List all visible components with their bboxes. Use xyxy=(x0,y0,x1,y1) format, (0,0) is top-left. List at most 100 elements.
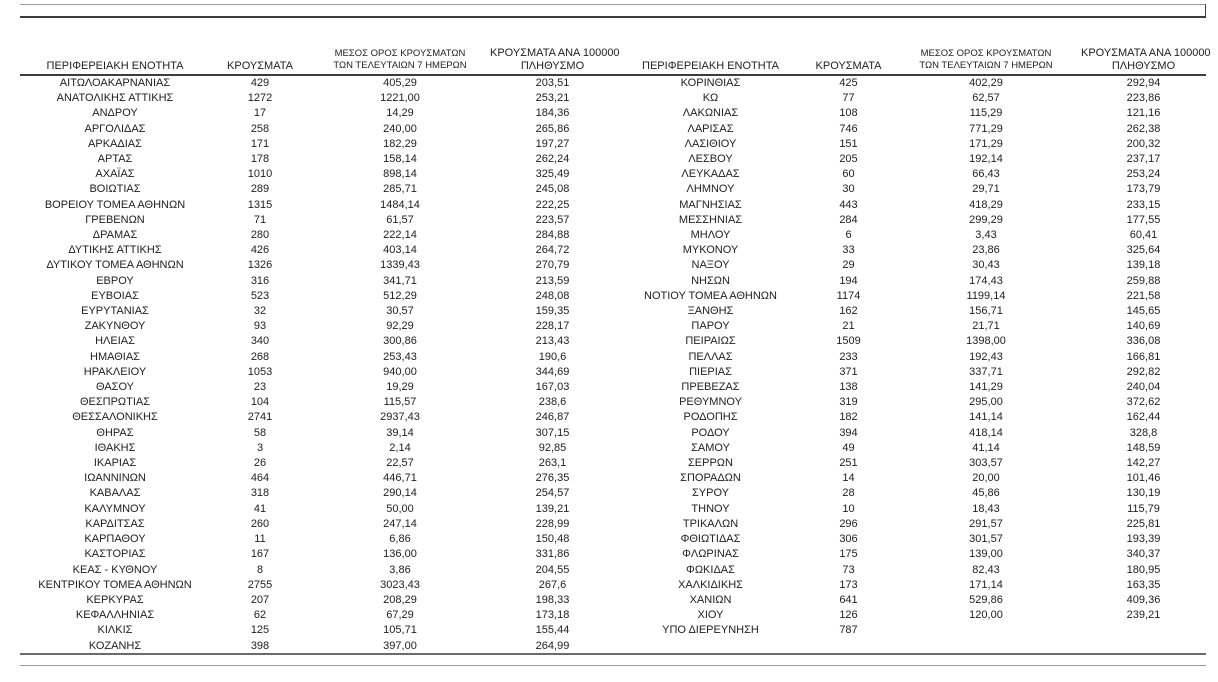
cases-cell: 289 xyxy=(250,183,270,196)
cases-cell: 1326 xyxy=(247,259,273,272)
region-cell: ΚΕΑΣ - ΚΥΘΝΟΥ xyxy=(72,563,158,576)
per100k-cell xyxy=(1081,639,1206,654)
avg7-cell: 529,86 xyxy=(969,593,1003,606)
avg7-cell: 301,57 xyxy=(969,533,1003,546)
region-cell: ΚΕΡΚΥΡΑΣ xyxy=(86,593,144,606)
table-row: ΙΘΑΚΗΣ 3 2,14 92,85 ΣΑΜΟΥ 49 41,14 148,59 xyxy=(20,441,1206,456)
per100k-cell: 254,57 xyxy=(535,487,570,500)
cases-cell: 258 xyxy=(250,122,270,135)
region-cell: ΚΩ xyxy=(702,92,719,105)
per100k-cell: 173,18 xyxy=(535,609,570,622)
table-row: ΑΡΚΑΔΙΑΣ 171 182,29 197,27 ΛΑΣΙΘΙΟΥ 151 171,29… xyxy=(20,137,1206,152)
region-cell: ΒΟΡΕΙΟΥ ΤΟΜΕΑ ΑΘΗΝΩΝ xyxy=(44,198,186,211)
avg7-cell: 291,57 xyxy=(969,517,1003,530)
cases-cell: 151 xyxy=(839,137,858,150)
table-row: ΘΕΣΣΑΛΟΝΙΚΗΣ 2741 2937,43 246,87 ΡΟΔΟΠΗΣ 182 1… xyxy=(20,410,1206,425)
avg7-cell: 512,29 xyxy=(383,289,417,302)
avg7-cell: 41,14 xyxy=(972,441,1000,454)
table-row: ΘΑΣΟΥ 23 19,29 167,03 ΠΡΕΒΕΖΑΣ 138 141,29 240,0… xyxy=(20,380,1206,395)
avg7-cell: 299,29 xyxy=(969,213,1003,226)
cases-cell: 233 xyxy=(839,350,858,363)
avg7-cell: 405,29 xyxy=(383,77,417,89)
cases-cell: 17 xyxy=(253,107,267,120)
header-avg7-line2: ΤΩΝ ΤΕΛΕΥΤΑΙΩΝ 7 ΗΜΕΡΩΝ xyxy=(333,60,467,71)
per100k-cell: 140,69 xyxy=(1126,320,1161,333)
avg7-cell: 295,00 xyxy=(969,396,1003,409)
per100k-cell: 253,24 xyxy=(1126,168,1161,181)
table-row: ΚΙΛΚΙΣ 125 105,71 155,44 ΥΠΟ ΔΙΕΡΕΥΝΗΣΗ 787 xyxy=(20,623,1206,638)
cases-cell: 10 xyxy=(842,502,855,515)
top-right-corner-tick xyxy=(1205,4,1206,18)
region-cell: ΘΗΡΑΣ xyxy=(96,426,134,439)
avg7-cell: 300,86 xyxy=(383,335,417,348)
cases-cell: 125 xyxy=(250,624,270,637)
per100k-cell: 253,21 xyxy=(535,92,570,105)
avg7-cell: 29,71 xyxy=(972,183,1000,196)
region-cell: ΓΡΕΒΕΝΩΝ xyxy=(85,213,145,226)
per100k-cell: 264,72 xyxy=(535,244,570,257)
table-row: ΙΚΑΡΙΑΣ 26 22,57 263,1 ΣΕΡΡΩΝ 251 303,57 142,27 xyxy=(20,456,1206,471)
cases-cell: 167 xyxy=(250,548,270,561)
cases-cell: 371 xyxy=(839,365,858,378)
table-row: ΔΥΤΙΚΗΣ ΑΤΤΙΚΗΣ 426 403,14 264,72 ΜΥΚΟΝΟΥ 33 2… xyxy=(20,243,1206,258)
avg7-cell: 3023,43 xyxy=(380,578,420,591)
avg7-cell: 940,00 xyxy=(383,365,417,378)
header-avg7-line1: ΜΕΣΟΣ ΟΡΟΣ ΚΡΟΥΣΜΑΤΩΝ xyxy=(920,48,1052,59)
per100k-cell: 166,81 xyxy=(1126,350,1161,363)
region-cell: ΔΥΤΙΚΟΥ ΤΟΜΕΑ ΑΘΗΝΩΝ xyxy=(46,259,184,272)
region-cell: ΛΑΡΙΣΑΣ xyxy=(687,122,734,135)
cases-cell: 32 xyxy=(253,305,267,318)
cases-cell: 340 xyxy=(250,335,270,348)
avg7-cell: 285,71 xyxy=(383,183,417,196)
cases-cell: 464 xyxy=(250,472,270,485)
avg7-cell: 1398,00 xyxy=(966,335,1006,348)
avg7-cell: 39,14 xyxy=(386,426,414,439)
table-row: ΔΥΤΙΚΟΥ ΤΟΜΕΑ ΑΘΗΝΩΝ 1326 1339,43 270,79 ΝΑΞ… xyxy=(20,258,1206,273)
avg7-cell: 418,29 xyxy=(969,198,1003,211)
per100k-cell: 259,88 xyxy=(1126,274,1161,287)
table-row: ΘΕΣΠΡΩΤΙΑΣ 104 115,57 238,6 ΡΕΘΥΜΝΟΥ 319 295,0… xyxy=(20,395,1206,410)
per100k-cell: 245,08 xyxy=(535,183,570,196)
region-cell: ΕΥΒΟΙΑΣ xyxy=(91,289,139,302)
table-row: ΘΗΡΑΣ 58 39,14 307,15 ΡΟΔΟΥ 394 418,14 328,8 xyxy=(20,426,1206,441)
avg7-cell: 2937,43 xyxy=(380,411,420,424)
table-row: ΓΡΕΒΕΝΩΝ 71 61,57 223,57 ΜΕΣΣΗΝΙΑΣ 284 299,29 1… xyxy=(20,213,1206,228)
cases-cell: 194 xyxy=(839,274,858,287)
per100k-cell: 331,86 xyxy=(535,548,570,561)
cases-cell: 1010 xyxy=(247,168,273,181)
cases-cell: 426 xyxy=(250,244,270,257)
region-cell xyxy=(615,639,806,654)
region-cell: ΞΑΝΘΗΣ xyxy=(687,305,734,318)
avg7-cell: 141,29 xyxy=(969,381,1003,394)
cases-cell: 73 xyxy=(842,563,855,576)
per100k-cell: 233,15 xyxy=(1126,198,1161,211)
per100k-cell: 204,55 xyxy=(535,563,570,576)
region-cell: ΙΩΑΝΝΙΝΩΝ xyxy=(84,472,146,485)
avg7-cell: 1484,14 xyxy=(380,198,420,211)
cases-cell: 71 xyxy=(253,213,267,226)
per100k-cell: 344,69 xyxy=(535,365,570,378)
avg7-cell: 182,29 xyxy=(383,137,417,150)
header-avg7-line1: ΜΕΣΟΣ ΟΡΟΣ ΚΡΟΥΣΜΑΤΩΝ xyxy=(334,48,466,59)
cases-cell: 126 xyxy=(839,609,858,622)
top-rule-thin xyxy=(20,4,1206,5)
avg7-cell: 105,71 xyxy=(383,624,417,637)
region-cell: ΧΙΟΥ xyxy=(697,609,724,622)
region-cell: ΔΡΑΜΑΣ xyxy=(92,229,138,242)
region-cell: ΜΥΚΟΝΟΥ xyxy=(682,244,739,257)
per100k-cell: 180,95 xyxy=(1126,563,1161,576)
per100k-cell: 265,86 xyxy=(535,122,570,135)
cases-cell: 33 xyxy=(842,244,855,257)
table-row: ΗΡΑΚΛΕΙΟΥ 1053 940,00 344,69 ΠΙΕΡΙΑΣ 371 337,7… xyxy=(20,365,1206,380)
header-avg7-right: ΜΕΣΟΣ ΟΡΟΣ ΚΡΟΥΣΜΑΤΩΝ ΤΩΝ ΤΕΛΕΥΤΑΙΩΝ 7 Η… xyxy=(891,38,1081,76)
bottom-rule-thin xyxy=(20,665,1206,666)
region-cell: ΛΑΚΩΝΙΑΣ xyxy=(682,107,739,120)
per100k-cell: 328,8 xyxy=(1129,426,1158,439)
region-cell: ΧΑΝΙΩΝ xyxy=(689,593,732,606)
per100k-cell: 270,79 xyxy=(535,259,570,272)
per100k-cell: 184,36 xyxy=(535,107,570,120)
cases-cell: 429 xyxy=(250,77,270,89)
region-cell: ΡΟΔΟΥ xyxy=(691,426,730,439)
avg7-cell: 3,43 xyxy=(975,229,997,242)
